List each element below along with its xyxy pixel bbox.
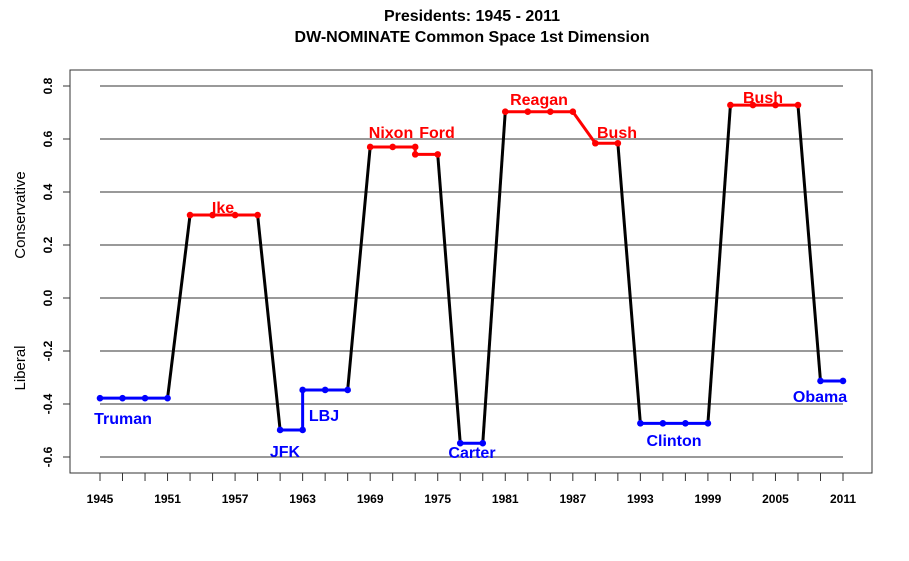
data-point — [749, 101, 757, 109]
president-label: Clinton — [646, 433, 701, 450]
x-tick-label: 1945 — [87, 492, 114, 506]
data-point — [254, 211, 261, 219]
x-tick-label: 1999 — [695, 492, 722, 506]
data-point — [772, 101, 779, 109]
president-label: LBJ — [309, 408, 339, 425]
x-tick-label: 2005 — [762, 492, 789, 506]
transition-line — [616, 143, 642, 424]
data-point — [547, 108, 554, 116]
x-tick-label: 1951 — [154, 492, 181, 506]
data-point — [456, 439, 464, 447]
y-tick-label: -0.6 — [41, 446, 55, 467]
y-tick-label: 0.2 — [41, 236, 55, 253]
transition-line — [481, 111, 507, 444]
data-point — [299, 426, 306, 434]
y-tick-label: 0.0 — [41, 289, 55, 306]
plot-frame — [69, 69, 873, 474]
chart-subtitle: DW-NOMINATE Common Space 1st Dimension — [295, 29, 650, 46]
transition-line — [346, 146, 372, 391]
president-label: JFK — [270, 444, 301, 461]
data-point — [727, 101, 734, 109]
data-point — [659, 420, 667, 427]
transition-line — [256, 214, 282, 431]
data-point — [411, 143, 419, 151]
y-tick-label: -0.4 — [41, 393, 55, 414]
data-point — [141, 394, 149, 402]
data-point — [569, 108, 577, 116]
data-point — [119, 394, 126, 402]
data-point — [637, 420, 644, 427]
y-tick-label: 0.6 — [41, 130, 55, 147]
president-label: Carter — [448, 445, 495, 462]
data-point — [682, 420, 689, 427]
data-point — [704, 420, 712, 427]
data-point — [276, 426, 284, 434]
data-point — [524, 108, 532, 116]
transition-line — [166, 214, 192, 399]
data-point — [366, 143, 374, 151]
data-point — [299, 386, 306, 394]
president-label: Bush — [743, 90, 783, 107]
y-label-conservative: Conservative — [12, 171, 29, 259]
data-point — [479, 439, 487, 447]
x-tick-label: 1957 — [222, 492, 249, 506]
president-label: Truman — [94, 411, 152, 428]
transition-line — [571, 110, 597, 145]
data-point — [209, 211, 216, 219]
data-point — [389, 143, 396, 151]
x-tick-label: 1981 — [492, 492, 519, 506]
transition-line — [706, 104, 732, 424]
president-label: Ford — [419, 125, 455, 142]
data-point — [614, 139, 622, 147]
data-point — [96, 394, 104, 402]
chart-title: Presidents: 1945 - 2011 — [384, 8, 560, 25]
x-tick-label: 1975 — [424, 492, 451, 506]
x-tick-label: 1963 — [289, 492, 316, 506]
data-point — [186, 211, 194, 219]
president-label: Bush — [597, 125, 637, 142]
transition-line — [796, 104, 822, 382]
data-point — [344, 386, 351, 394]
data-point — [321, 386, 329, 394]
x-tick-label: 1993 — [627, 492, 654, 506]
data-point — [592, 139, 599, 147]
x-tick-label: 1987 — [559, 492, 586, 506]
y-label-liberal: Liberal — [12, 345, 29, 390]
y-tick-label: 0.8 — [41, 77, 55, 94]
x-tick-label: 2011 — [830, 492, 856, 506]
data-point — [794, 101, 802, 109]
president-label: Reagan — [510, 92, 568, 109]
y-tick-label: -0.2 — [41, 340, 55, 361]
data-point — [839, 377, 847, 385]
data-point — [434, 151, 442, 158]
president-label: Nixon — [369, 125, 413, 142]
data-point — [411, 151, 419, 158]
y-tick-label: 0.4 — [41, 183, 55, 200]
president-label: Obama — [793, 389, 847, 406]
president-label: Ike — [212, 200, 234, 217]
x-tick-label: 1969 — [357, 492, 384, 506]
data-point — [231, 211, 239, 219]
transition-line — [436, 154, 462, 444]
data-point — [501, 108, 509, 116]
data-point — [164, 394, 171, 402]
data-point — [817, 377, 824, 385]
